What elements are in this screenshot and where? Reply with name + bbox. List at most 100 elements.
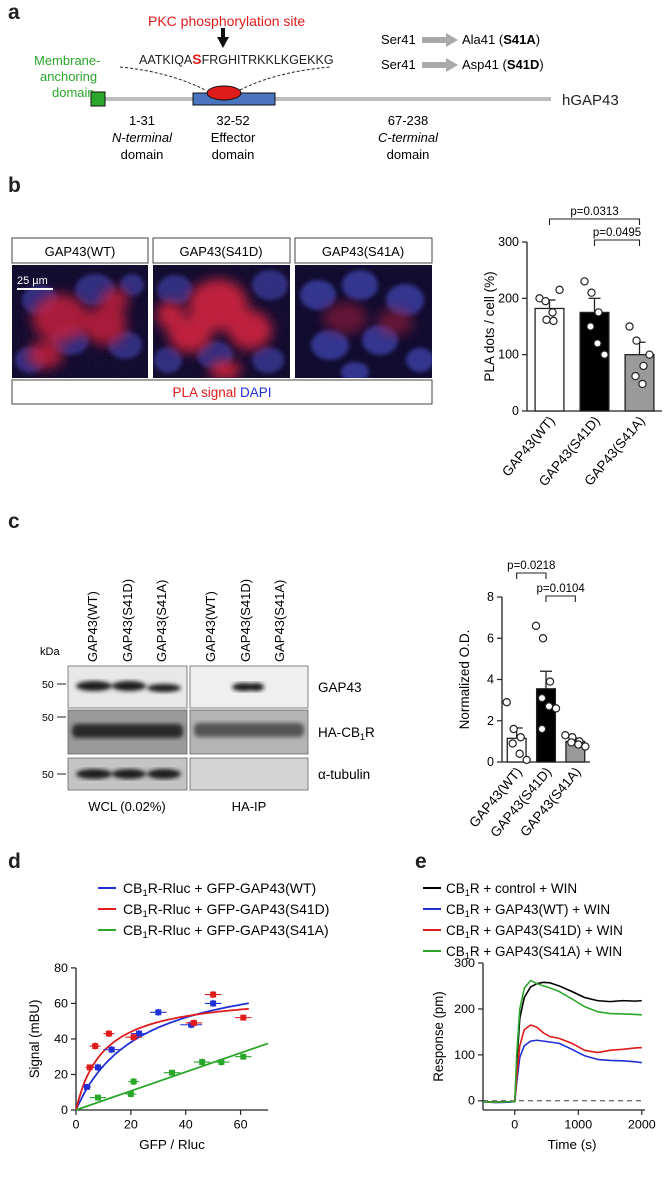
data-point <box>522 755 531 765</box>
sequence-bracket-right <box>239 66 331 91</box>
y-tick-label: 300 <box>454 956 475 970</box>
image-label-box-2 <box>152 237 291 264</box>
data-point <box>155 1009 162 1016</box>
data-point <box>199 1059 206 1065</box>
phosphorylation-site-marker <box>206 85 242 101</box>
y-tick-label: 60 <box>54 996 68 1010</box>
y-axis-label: Normalized O.D. <box>457 630 472 730</box>
data-point <box>555 285 564 295</box>
mutation-2-arrow-icon <box>422 58 458 72</box>
domain-1-name: N-terminal <box>112 130 173 145</box>
legend-entry-pre: CB <box>123 880 142 896</box>
significance-bracket <box>516 572 547 579</box>
legend-entry: CB1R-Rluc + GFP-GAP43(S41A) <box>123 922 329 941</box>
x-tick-label: 0 <box>511 1118 518 1132</box>
lane-label-5: GAP43(S41D) <box>238 579 253 662</box>
image-label-2: GAP43(S41D) <box>179 244 262 259</box>
panel-a-diagram: PKC phosphorylation site AATKIQASFRGHITR… <box>34 13 619 162</box>
legend-entry: CB1R-Rluc + GFP-GAP43(S41D) <box>123 901 329 920</box>
panel-b-images: GAP43(WT) GAP43(S41D) GAP43(S41A) 25 µm <box>11 237 433 405</box>
data-point <box>586 322 595 331</box>
plot-area: 0 100 200 300 0 1000 2000 Time (s) Response (pm) <box>431 956 656 1152</box>
data-point <box>580 277 589 286</box>
legend-entry-post: R-Rluc + GFP-GAP43(S41A) <box>148 922 329 938</box>
lane-label-3: GAP43(S41A) <box>154 580 169 662</box>
membrane-label-2: anchoring <box>40 69 97 84</box>
legend-entry-sub: 1 <box>142 930 147 941</box>
membrane-label-1: Membrane- <box>34 53 100 68</box>
legend-entry-pre: CB <box>446 902 465 917</box>
legend-entry-pre: CB <box>123 901 142 917</box>
data-point <box>541 296 550 306</box>
chart-bret-saturation: CB1R-Rluc + GFP-GAP43(WT)CB1R-Rluc + GFP… <box>27 880 330 1152</box>
y-axis-label: Response (pm) <box>431 991 446 1081</box>
legend-entry-pre: CB <box>446 881 465 896</box>
x-axis-label: GFP / Rluc <box>139 1137 205 1152</box>
data-point <box>537 724 547 734</box>
legend-entry-sub: 1 <box>142 888 147 899</box>
y-tick-label: 200 <box>498 291 519 305</box>
marker-1: 50 <box>42 679 54 691</box>
y-tick-label: 100 <box>498 348 519 362</box>
x-tick-label: 2000 <box>628 1118 656 1132</box>
y-tick-label: 0 <box>468 1094 475 1108</box>
legend-entry-sub: 1 <box>465 930 470 940</box>
data-point <box>625 322 634 331</box>
sequence-bracket-left <box>119 66 206 91</box>
panel-label-c: c <box>8 510 20 533</box>
membrane-anchoring-domain <box>90 91 106 107</box>
data-point <box>587 288 596 297</box>
data-point <box>218 1059 225 1065</box>
data-point <box>502 697 511 707</box>
data-point <box>548 308 557 317</box>
panel-label-a: a <box>8 1 20 24</box>
data-point <box>600 350 609 359</box>
micrograph-s41d <box>153 265 290 378</box>
protein-backbone <box>98 97 551 101</box>
domain-2-name-2: domain <box>212 147 255 162</box>
y-tick-label: 20 <box>54 1068 68 1082</box>
pkc-site-label: PKC phosphorylation site <box>148 13 305 29</box>
significance-bracket <box>548 218 641 225</box>
scale-bar <box>17 288 53 290</box>
data-point <box>240 1053 247 1060</box>
panel-label-b: b <box>8 174 21 197</box>
plot-area: 0 20 40 60 80 0 20 40 60 GFP / Rluc Signal (mBU) <box>27 961 269 1152</box>
y-tick-label: 0 <box>487 755 494 769</box>
data-point <box>645 350 654 359</box>
scale-bar-label: 25 µm <box>17 275 48 287</box>
fit-curve <box>75 1002 249 1111</box>
data-point <box>169 1069 175 1076</box>
domain-2-range: 32-52 <box>216 113 249 128</box>
data-point <box>538 634 548 643</box>
fit-curve <box>75 1042 269 1111</box>
legend-entry-post: R + GAP43(S41A) + WIN <box>470 944 622 959</box>
x-tick-label: 60 <box>234 1118 248 1132</box>
data-point <box>108 1046 115 1053</box>
legend-entry: CB1R + GAP43(WT) + WIN <box>446 902 610 919</box>
domain-3-range: 67-238 <box>388 113 428 128</box>
band-label-tubulin: α-tubulin <box>318 767 370 782</box>
legend-entry-post: R + GAP43(WT) + WIN <box>470 902 610 917</box>
mutation-1-arrow-icon <box>422 33 458 47</box>
legend-entry-post: R + GAP43(S41D) + WIN <box>470 923 623 938</box>
lane-label-6: GAP43(S41A) <box>272 580 287 662</box>
data-point <box>515 749 524 758</box>
significance-bracket <box>545 595 576 602</box>
x-tick-label: 0 <box>73 1118 80 1132</box>
series-line <box>483 979 642 1103</box>
x-axis-label: Time (s) <box>548 1137 597 1152</box>
marker-2: 50 <box>42 712 54 724</box>
marker-3: 50 <box>42 769 54 781</box>
data-point <box>130 1078 137 1085</box>
image-label-3: GAP43(S41A) <box>322 244 404 259</box>
image-label-box-3 <box>294 237 433 264</box>
legend-entry-sub: 1 <box>465 888 470 898</box>
group-label-ip: HA-IP <box>232 799 267 814</box>
kda-label: kDa <box>40 646 60 658</box>
image-label-1: GAP43(WT) <box>45 244 116 259</box>
data-point <box>94 1094 101 1101</box>
